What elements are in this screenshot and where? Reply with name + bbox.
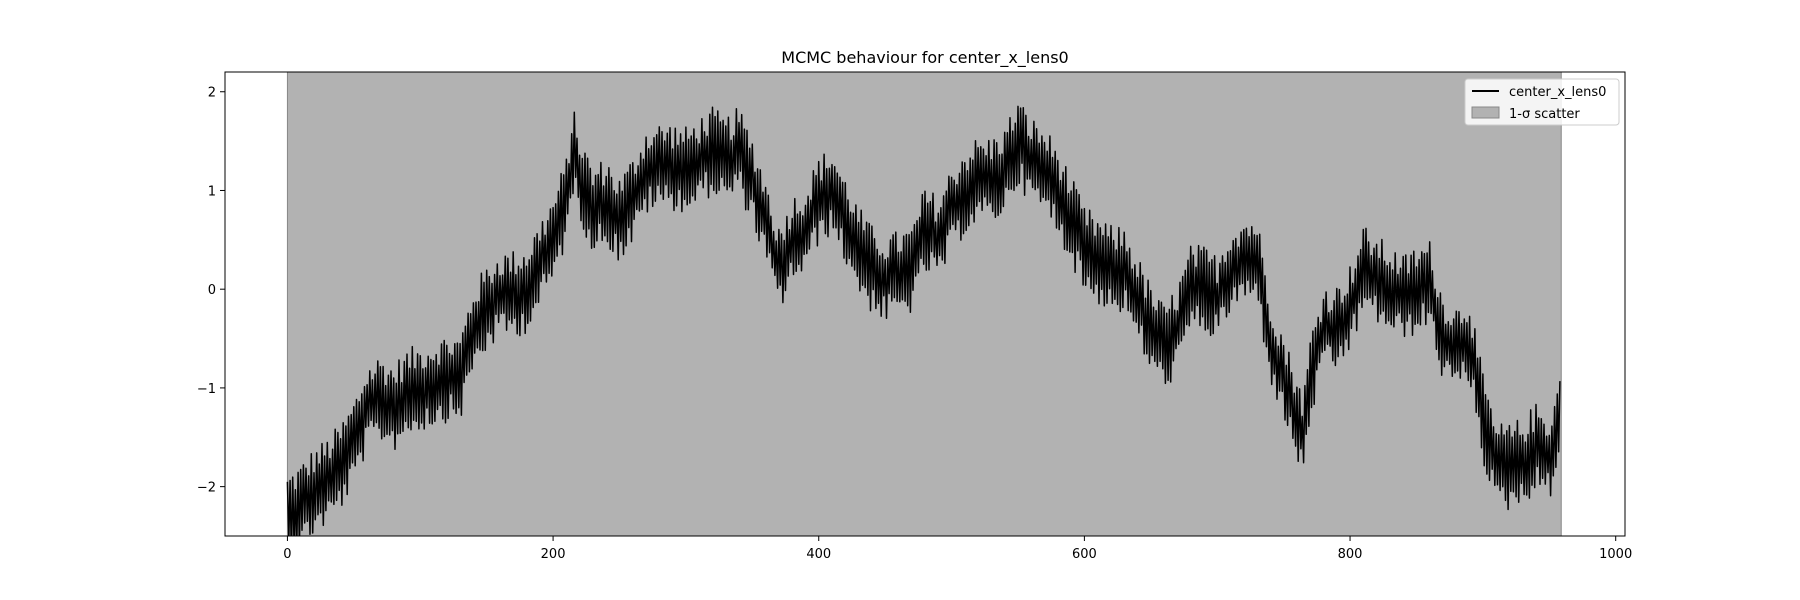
x-tick-label: 0 (283, 547, 291, 562)
chart-title: MCMC behaviour for center_x_lens0 (781, 48, 1068, 68)
y-tick-label: −2 (197, 481, 216, 496)
axes-frame (224, 71, 1626, 537)
legend: center_x_lens0 1-σ scatter (1464, 78, 1620, 126)
x-tick-label: 1000 (1599, 547, 1632, 562)
y-tick-label: 1 (208, 184, 216, 199)
axes: 0 200 400 600 800 1000 −2 −1 0 1 2 (197, 71, 1632, 562)
plot-area (286, 72, 1562, 536)
legend-label: center_x_lens0 (1509, 85, 1606, 100)
series-line-center_x_lens0 (286, 105, 1561, 536)
x-tick-label: 600 (1072, 547, 1097, 562)
x-tick-label: 200 (541, 547, 566, 562)
y-tick-label: 0 (208, 283, 216, 298)
legend-box (1464, 78, 1620, 126)
y-tick-label: −1 (197, 382, 216, 397)
x-tick-label: 400 (806, 547, 831, 562)
legend-patch-swatch (1471, 106, 1500, 119)
legend-label: 1-σ scatter (1509, 107, 1580, 122)
x-tick-label: 800 (1338, 547, 1363, 562)
y-tick-label: 2 (208, 86, 216, 101)
